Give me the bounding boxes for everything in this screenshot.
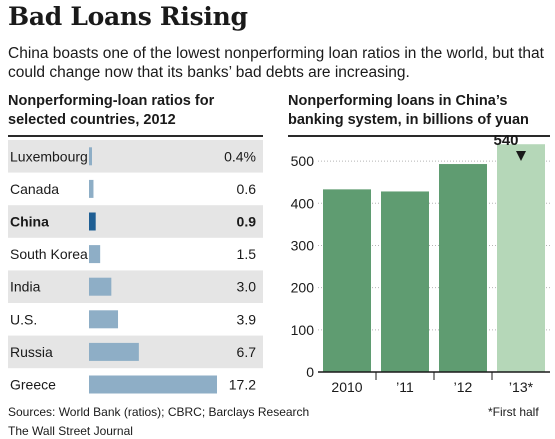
y-tick-label: 300 [291, 237, 315, 253]
value-label: 0.4% [224, 148, 256, 164]
category-label: China [10, 214, 49, 230]
category-label: Luxembourg [10, 148, 88, 164]
category-label: Russia [10, 344, 53, 360]
category-label: India [10, 279, 41, 295]
bar-3 [497, 144, 545, 372]
x-tick-label: ’13* [509, 379, 534, 395]
row-shade [8, 205, 263, 238]
bar-south-korea [89, 245, 101, 264]
y-tick-label: 0 [306, 364, 314, 380]
category-label: South Korea [10, 246, 88, 262]
bar-2 [439, 164, 487, 372]
sources-note: Sources: World Bank (ratios); CBRC; Barc… [8, 405, 310, 419]
left-panel-rule [8, 135, 263, 137]
bar-u-s- [89, 310, 119, 329]
category-label: U.S. [10, 311, 37, 327]
y-tick-label: 100 [291, 322, 315, 338]
value-label: 0.6 [237, 181, 257, 197]
category-label: Canada [10, 181, 59, 197]
row-shade [8, 270, 263, 303]
x-tick-label: ’12 [454, 379, 473, 395]
value-label: 3.9 [237, 311, 257, 327]
footnote: *First half [488, 405, 539, 419]
bar-greece [89, 375, 217, 394]
value-label: 1.5 [237, 246, 257, 262]
annotation-label: 540 [493, 132, 518, 149]
bar-0 [323, 189, 371, 372]
chart-subtitle: China boasts one of the lowest nonperfor… [8, 45, 544, 81]
right-panel-rule [288, 135, 550, 137]
bar-canada [89, 179, 94, 198]
bar-russia [89, 342, 139, 361]
bar-luxembourg [89, 147, 92, 166]
value-label: 17.2 [229, 377, 256, 393]
x-tick-label: 2010 [331, 379, 362, 395]
left-panel-title: Nonperforming-loan ratios for selected c… [8, 93, 215, 128]
row-shade [8, 140, 263, 173]
bar-1 [381, 191, 429, 372]
y-tick-label: 500 [291, 153, 315, 169]
bar-china [89, 212, 96, 231]
bar-india [89, 277, 112, 296]
y-tick-label: 400 [291, 195, 315, 211]
x-tick-label: ’11 [396, 379, 414, 395]
annotation-pointer [516, 151, 526, 161]
credit-line: The Wall Street Journal [8, 424, 133, 438]
value-label: 3.0 [237, 279, 257, 295]
value-label: 6.7 [237, 344, 257, 360]
y-tick-label: 200 [291, 280, 315, 296]
category-label: Greece [10, 377, 56, 393]
value-label: 0.9 [237, 214, 257, 230]
chart-title: Bad Loans Rising [8, 2, 248, 31]
right-panel-title: Nonperforming loans in China’s banking s… [288, 93, 529, 128]
